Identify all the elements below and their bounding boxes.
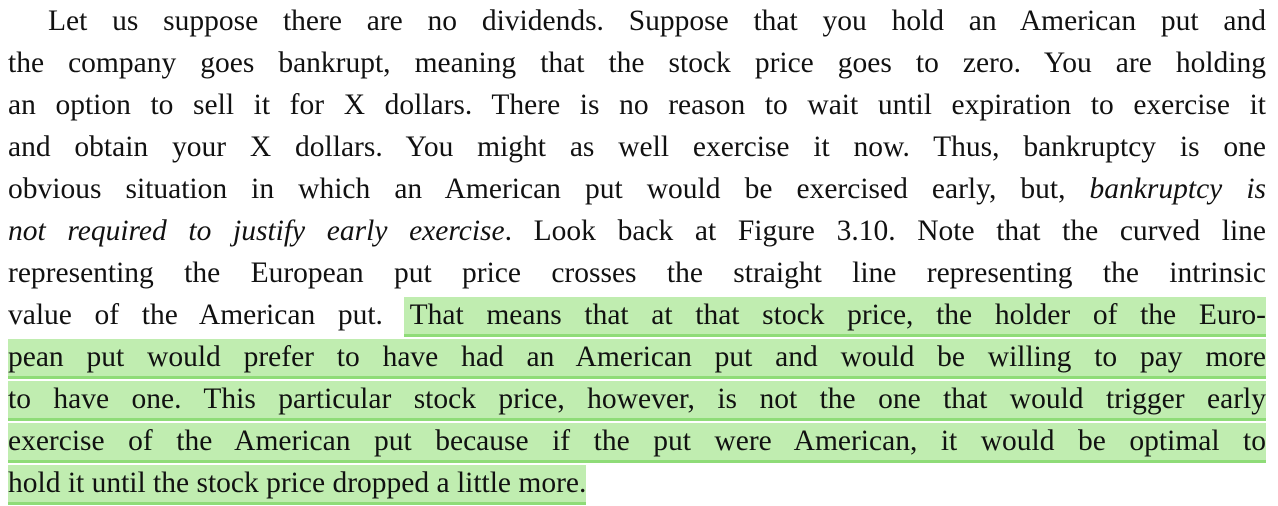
text-line: not required to justify early exercise. … <box>8 210 1266 252</box>
text-line: representing the European put price cros… <box>8 252 1266 294</box>
text-line: obvious situation in which an American p… <box>8 168 1266 210</box>
highlighted-text: to have one. This particular stock price… <box>8 381 1266 421</box>
italic-text: bankruptcy is <box>1089 173 1266 205</box>
text-segment: an option to sell it for X dollars. Ther… <box>8 89 1266 121</box>
italic-text: not required to justify early exercise <box>8 215 505 247</box>
text-segment: obvious situation in which an American p… <box>8 173 1090 205</box>
document-paragraph: Let us suppose there are no dividends. S… <box>8 0 1266 505</box>
text-line: hold it until the stock price dropped a … <box>8 462 1266 505</box>
text-segment: . Look back at Figure 3.10. Note that th… <box>504 215 1266 247</box>
text-line: exercise of the American put because if … <box>8 420 1266 463</box>
text-line: and obtain your X dollars. You might as … <box>8 126 1266 168</box>
text-segment: representing the European put price cros… <box>8 257 1266 289</box>
text-segment: the company goes bankrupt, meaning that … <box>8 47 1266 79</box>
text-line: Let us suppose there are no dividends. S… <box>8 0 1266 42</box>
highlighted-text: exercise of the American put because if … <box>8 423 1266 463</box>
text-line: to have one. This particular stock price… <box>8 378 1266 421</box>
text-line: pean put would prefer to have had an Ame… <box>8 336 1266 379</box>
highlighted-text: hold it until the stock price dropped a … <box>8 465 587 505</box>
highlighted-text: That means that at that stock price, the… <box>403 297 1266 337</box>
text-line: the company goes bankrupt, meaning that … <box>8 42 1266 84</box>
text-segment: value of the American put. <box>8 299 406 331</box>
highlighted-text: pean put would prefer to have had an Ame… <box>8 339 1266 379</box>
text-segment: Let us suppose there are no dividends. S… <box>48 5 1266 37</box>
text-segment: and obtain your X dollars. You might as … <box>8 131 1266 163</box>
text-line: an option to sell it for X dollars. Ther… <box>8 84 1266 126</box>
text-line: value of the American put. That means th… <box>8 294 1266 337</box>
